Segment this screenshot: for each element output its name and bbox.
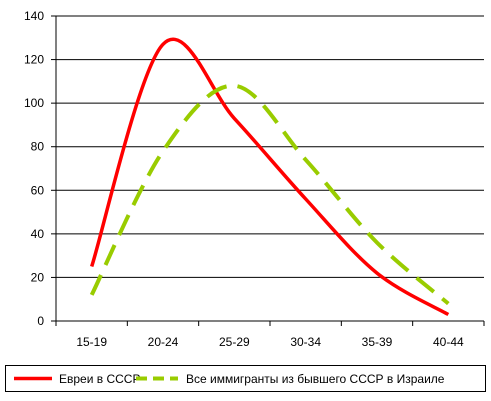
x-tick-label-30-34: 30-34	[290, 335, 321, 349]
x-tick-label-20-24: 20-24	[148, 335, 179, 349]
tick-labels: 0 20 40 60 80 100 120 140 15-19 20-24 25-29 30-34 35…	[24, 9, 464, 349]
legend-label-2: Все иммигранты из бывшего СССР в Израиле	[186, 372, 445, 386]
y-tick-label-0: 0	[37, 314, 44, 328]
y-tick-label-120: 120	[24, 53, 44, 67]
y-tick-label-80: 80	[31, 140, 45, 154]
x-tick-label-25-29: 25-29	[219, 335, 250, 349]
y-tick-label-40: 40	[31, 227, 45, 241]
x-tick-label-35-39: 35-39	[362, 335, 393, 349]
y-tick-label-140: 140	[24, 9, 44, 23]
y-tick-label-60: 60	[31, 183, 45, 197]
legend: Евреи в СССР Все иммигранты из бывшего СС…	[5, 365, 486, 392]
legend-label-1: Евреи в СССР	[59, 372, 140, 386]
y-tick-label-20: 20	[31, 270, 45, 284]
series-line-1	[90, 37, 450, 317]
axes	[51, 15, 485, 326]
series-lines	[89, 37, 450, 317]
x-tick-label-40-44: 40-44	[433, 335, 464, 349]
x-tick-label-15-19: 15-19	[76, 335, 107, 349]
series-line-2	[89, 83, 450, 306]
y-tick-label-100: 100	[24, 96, 44, 110]
legend-box	[5, 365, 486, 392]
grid	[56, 15, 484, 278]
